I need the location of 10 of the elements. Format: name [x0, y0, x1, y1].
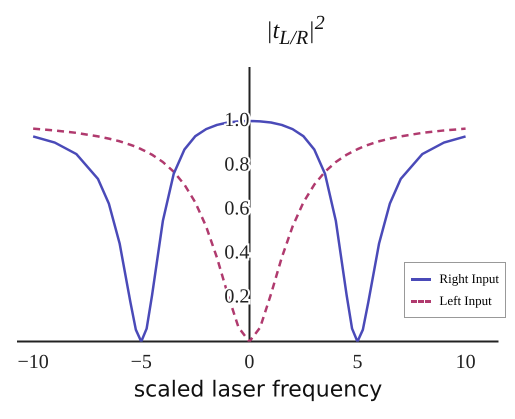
y-tick-label: 0.2 — [224, 286, 250, 308]
x-tick-label: 0 — [244, 350, 254, 373]
x-tick-label: −5 — [130, 350, 152, 373]
legend-label: Right Input — [439, 271, 499, 287]
x-tick-label: 10 — [456, 350, 476, 373]
x-tick-label: −10 — [17, 350, 49, 373]
y-axis-title: |t$_{L/R}$|$^{2}$ — [266, 12, 325, 50]
x-tick-label: 5 — [352, 350, 362, 373]
x-axis-title: scaled laser frequency — [134, 378, 382, 403]
legend-label: Left Input — [439, 293, 492, 309]
